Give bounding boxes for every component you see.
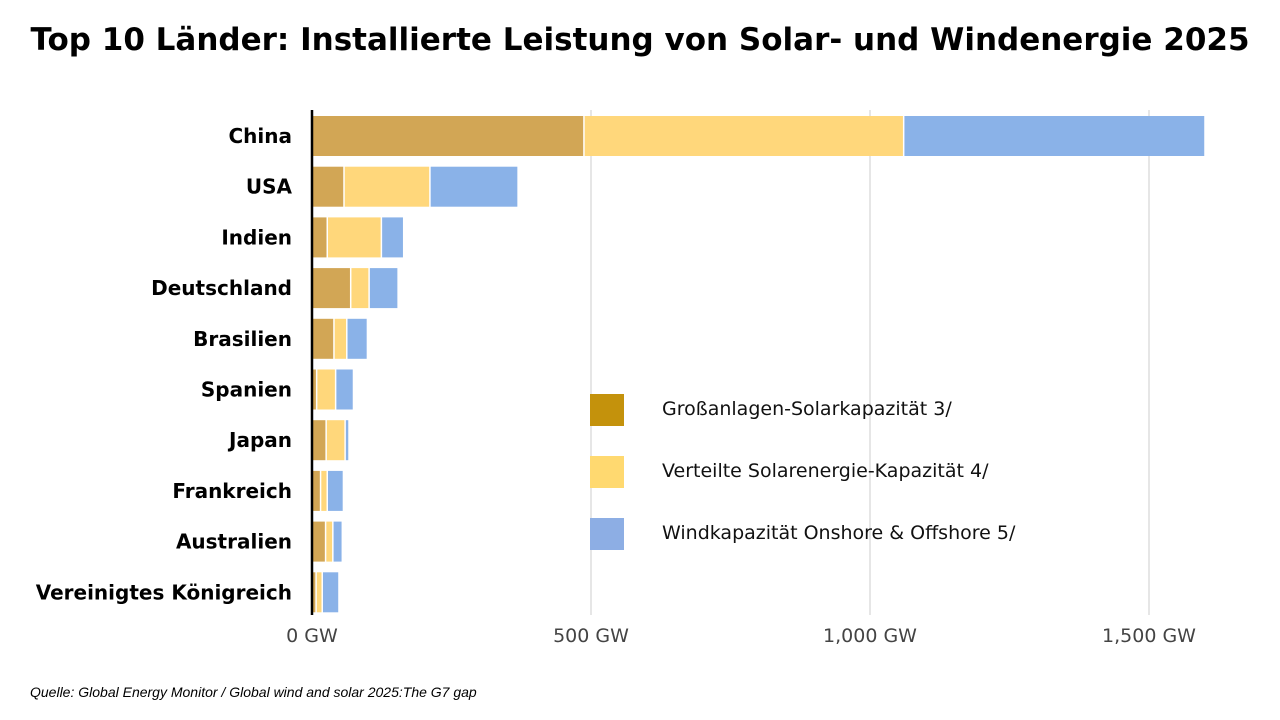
bar-segment-2 [382,217,403,258]
category-label: Deutschland [151,276,292,300]
bar-segment-0 [312,268,350,309]
legend-label: Windkapazität Onshore & Offshore 5/ [662,522,1016,544]
bar-segment-2 [369,268,398,309]
bar-segment-2 [430,166,518,207]
bar-segment-1 [326,521,333,562]
category-label: Frankreich [172,479,292,503]
bar-segment-1 [317,369,335,410]
bar-segment-0 [312,470,320,511]
bar-segment-0 [312,521,325,562]
legend-swatch [590,456,624,488]
category-label: Japan [227,428,292,452]
bar-segment-2 [336,369,353,410]
bar-segment-2 [904,116,1205,156]
legend-item: Windkapazität Onshore & Offshore 5/ [590,514,1160,554]
category-label: USA [246,175,293,199]
bar-segment-2 [328,470,343,511]
category-label: China [228,124,292,148]
bar-segment-1 [316,572,322,613]
legend-swatch [590,518,624,550]
x-tick-label: 1,000 GW [823,625,917,647]
bar-segment-1 [344,166,430,207]
bar-segment-2 [322,572,339,613]
bar-segment-0 [312,116,584,156]
bar-segment-0 [312,420,326,461]
bar-segment-1 [351,268,369,309]
bar-segment-2 [347,318,367,359]
category-label: Indien [221,225,292,249]
legend-label: Großanlagen-Solarkapazität 3/ [662,398,952,420]
legend-swatch [590,394,624,426]
category-label: Brasilien [193,327,292,351]
bar-segment-1 [321,470,327,511]
source-note: Quelle: Global Energy Monitor / Global w… [30,684,477,700]
bar-segment-0 [312,217,327,258]
bar-segment-1 [584,116,903,156]
bar-segment-1 [326,420,345,461]
bar-segment-0 [312,318,334,359]
x-tick-label: 500 GW [553,625,629,647]
legend-label: Verteilte Solarenergie-Kapazität 4/ [662,460,989,482]
chart-title: Top 10 Länder: Installierte Leistung von… [30,22,1250,58]
bar-segment-0 [312,572,316,613]
bar-segment-0 [312,166,344,207]
category-label: Spanien [201,378,292,402]
category-label: Vereinigtes Königreich [36,580,292,604]
bar-segment-1 [328,217,381,258]
x-tick-label: 0 GW [286,625,338,647]
bar-segment-2 [333,521,342,562]
legend-item: Verteilte Solarenergie-Kapazität 4/ [590,452,1160,492]
x-tick-label: 1,500 GW [1102,625,1196,647]
bar-segment-1 [334,318,347,359]
bar-segment-0 [312,369,316,410]
legend-item: Großanlagen-Solarkapazität 3/ [590,390,1160,430]
category-label: Australien [176,530,292,554]
bar-segment-2 [345,420,349,461]
